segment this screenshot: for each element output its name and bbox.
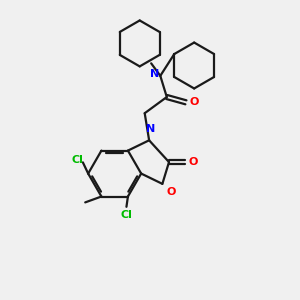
Text: O: O [167, 187, 176, 197]
Text: Cl: Cl [121, 210, 132, 220]
Text: N: N [146, 124, 155, 134]
Text: N: N [150, 69, 160, 79]
Text: O: O [190, 97, 199, 107]
Text: Cl: Cl [72, 155, 84, 165]
Text: O: O [189, 157, 198, 167]
